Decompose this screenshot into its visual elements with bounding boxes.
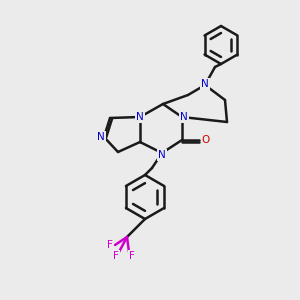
Text: N: N <box>97 132 105 142</box>
Text: N: N <box>136 112 144 122</box>
Text: N: N <box>158 150 166 160</box>
Text: N: N <box>201 79 209 89</box>
Text: N: N <box>180 112 188 122</box>
Text: F: F <box>129 251 135 261</box>
Text: O: O <box>202 135 210 145</box>
Text: F: F <box>107 240 113 250</box>
Text: F: F <box>113 251 119 261</box>
